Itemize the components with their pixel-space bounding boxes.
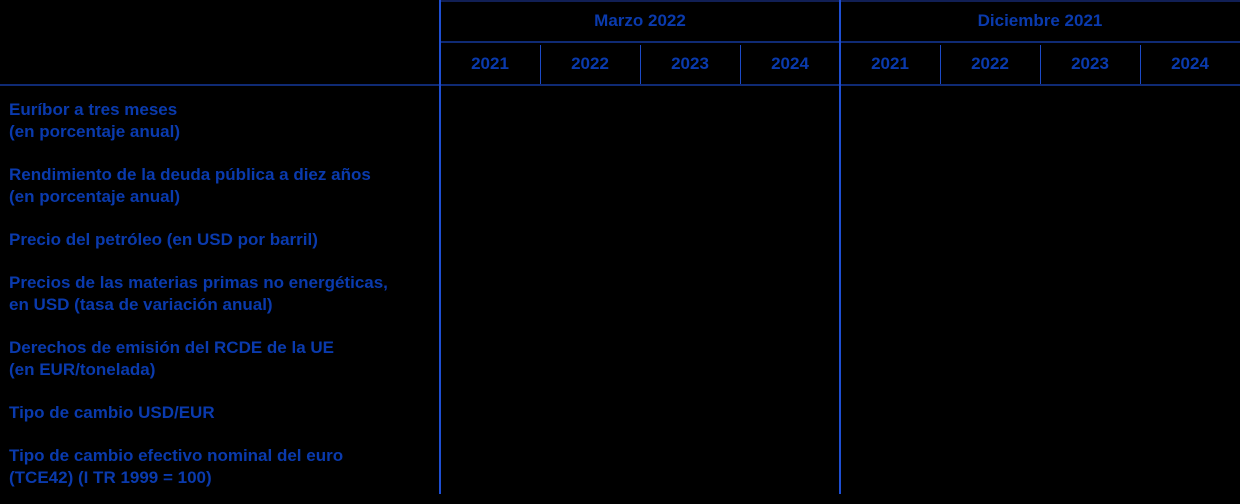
- year-header-cell: 2022: [971, 53, 1009, 73]
- year-separator-line: [940, 45, 941, 84]
- row-label-derechos-emision: Derechos de emisión del RCDE de la UE (e…: [9, 338, 334, 379]
- label-column-divider-line: [439, 0, 441, 494]
- year-header-cell: 2022: [571, 53, 609, 73]
- row-label-precio-petroleo: Precio del petróleo (en USD por barril): [9, 230, 318, 249]
- year-header-cell: 2024: [1171, 53, 1209, 73]
- row-label-rendimiento-deuda: Rendimiento de la deuda pública a diez a…: [9, 165, 371, 206]
- year-header-cell: 2021: [871, 53, 909, 73]
- group-divider-line: [839, 0, 841, 494]
- data-region-marzo-2022: [441, 86, 839, 494]
- column-group-header-diciembre-2021: Diciembre 2021: [977, 10, 1103, 30]
- year-header-cell: 2021: [471, 53, 509, 73]
- year-header-cell: 2023: [671, 53, 709, 73]
- year-separator-line: [640, 45, 641, 84]
- year-separator-line: [540, 45, 541, 84]
- year-separator-line: [1040, 45, 1041, 84]
- column-group-header-marzo-2022: Marzo 2022: [594, 10, 686, 30]
- data-region-diciembre-2021: [841, 86, 1239, 494]
- header-body-divider-line: [0, 84, 1240, 86]
- row-label-euribor: Euríbor a tres meses (en porcentaje anua…: [9, 100, 180, 141]
- row-label-tipo-cambio-usd-eur: Tipo de cambio USD/EUR: [9, 403, 215, 422]
- year-separator-line: [740, 45, 741, 84]
- year-header-cell: 2023: [1071, 53, 1109, 73]
- year-separator-line: [1140, 45, 1141, 84]
- year-header-cell: 2024: [771, 53, 809, 73]
- row-label-column: Euríbor a tres meses (en porcentaje anua…: [9, 86, 434, 504]
- row-label-materias-primas: Precios de las materias primas no energé…: [9, 273, 388, 314]
- row-label-tipo-cambio-efectivo: Tipo de cambio efectivo nominal del euro…: [9, 446, 344, 487]
